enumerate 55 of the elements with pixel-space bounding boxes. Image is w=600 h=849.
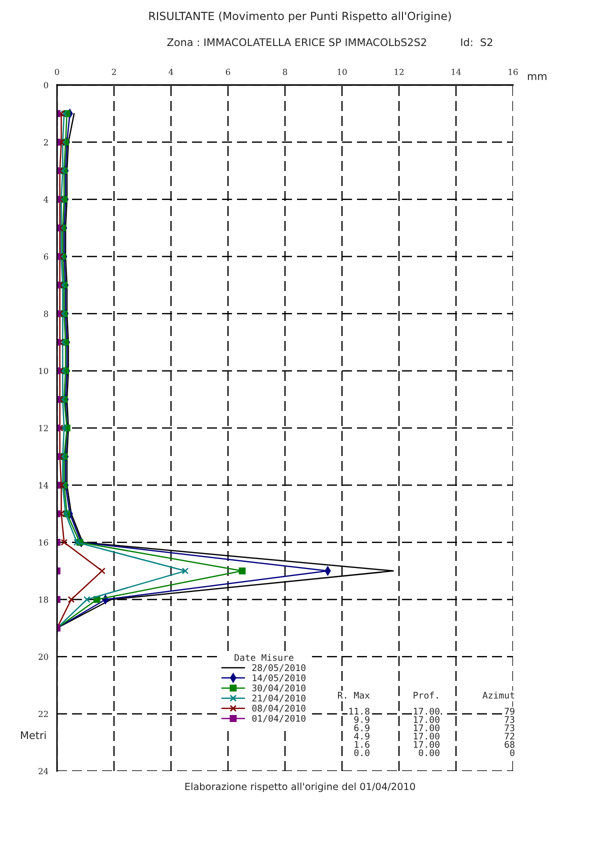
annotation: 68 [504, 741, 514, 748]
y-tick-label: 0 [44, 82, 48, 88]
x-tick-label: 14 [452, 68, 461, 75]
annotation: 6.9 [354, 724, 370, 732]
annotation: 9.9 [354, 716, 370, 723]
annotation: 11.8 [349, 708, 370, 715]
annotation: Azimut [482, 692, 514, 699]
annotation: 17.00 [414, 732, 440, 740]
annotation: Prof. [414, 692, 438, 699]
annotation: 17.00 [414, 724, 440, 732]
legend-label: 21/04/2010 [252, 694, 306, 702]
annotation: 79 [504, 708, 514, 715]
y-tick-label: 20 [38, 654, 48, 660]
y-tick-label: 14 [39, 482, 48, 488]
y-tick-label: 8 [44, 310, 48, 317]
y-tick-label: 24 [38, 768, 48, 774]
y-tick-label: 22 [38, 710, 48, 717]
chart-subtitle: Zona : IMMACOLATELLA ERICE SP IMMACOLbS2S2 Id: S2 [167, 38, 492, 46]
y-tick-label: 18 [39, 596, 48, 603]
legend-title: Date Misure [234, 654, 294, 661]
x-tick-label: 12 [394, 68, 404, 75]
x-tick-label: 10 [338, 68, 347, 76]
legend-label: 28/05/2010 [252, 664, 306, 672]
x-tick-label: 6 [226, 68, 230, 76]
annotation: 72 [504, 732, 514, 740]
legend-label: 01/04/2010 [252, 714, 306, 722]
annotation: 1.6 [354, 741, 370, 748]
annotation: 0.00 [418, 749, 440, 756]
x-tick-label: 2 [112, 68, 116, 75]
x-tick-label: 16 [508, 68, 518, 76]
annotation: 4.9 [354, 732, 370, 740]
annotation: 17.00 [414, 716, 440, 723]
legend-label: 30/04/2010 [252, 684, 306, 692]
annotation: 73 [504, 716, 514, 723]
annotation: 17.00 [414, 741, 440, 748]
y-axis-title: Metri [21, 731, 46, 740]
annotation: 0.0 [354, 749, 370, 756]
legend-label: 14/05/2010 [252, 674, 306, 682]
annotation: 0 [510, 749, 514, 756]
annotation: 73 [504, 724, 514, 732]
y-tick-label: 12 [39, 424, 48, 432]
annotation: 17.00 [414, 708, 440, 715]
legend-label: 08/04/2010 [252, 704, 306, 712]
y-tick-label: 16 [39, 539, 48, 546]
y-tick-label: 10 [39, 368, 48, 374]
text: Elaborazione rispetto all'origine del 01/04/2010 [185, 782, 415, 792]
x-axis-title: mm [528, 74, 546, 80]
chart-title: RISULTANTE (Movimento per Punti Rispetto all'Origine) [149, 12, 451, 22]
x-tick-label: 8 [282, 68, 288, 76]
x-tick-label: 0 [54, 68, 60, 76]
x-tick-label: 4 [168, 68, 174, 75]
y-tick-label: 6 [44, 253, 48, 260]
y-tick-label: 4 [44, 196, 48, 202]
annotation: R. Max [338, 692, 370, 699]
y-tick-label: 2 [44, 139, 48, 146]
